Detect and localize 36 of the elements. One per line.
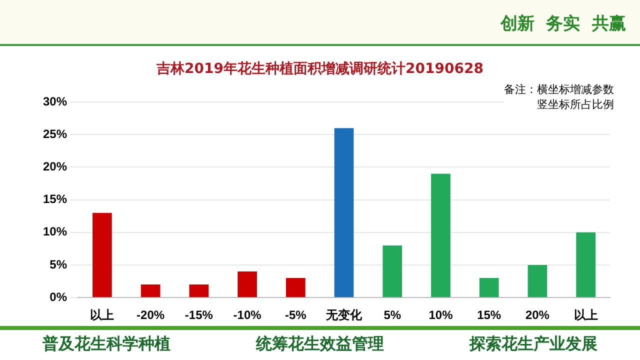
y-tick-label: 20% — [42, 160, 68, 174]
x-tick-label: 15% — [477, 308, 502, 322]
x-tick-label: 以上 — [90, 308, 114, 322]
x-tick-label: -10% — [233, 308, 262, 322]
y-tick-label: 15% — [42, 192, 68, 206]
bar — [382, 245, 402, 298]
text: 普及花生科学种植 — [42, 334, 171, 355]
x-tick-label: 以上 — [574, 308, 598, 322]
bar — [189, 284, 209, 298]
x-tick-label: -5% — [284, 308, 307, 322]
bar — [576, 232, 596, 298]
bar — [528, 265, 548, 298]
bar — [286, 278, 306, 298]
y-tick-label: 10% — [42, 224, 68, 239]
bar — [238, 272, 257, 298]
y-tick-label: 30% — [42, 94, 68, 108]
annotation: 竖坐标所占比例 — [536, 97, 614, 112]
x-tick-label: -20% — [136, 308, 165, 322]
text: 探索花生产业发展 — [469, 334, 598, 355]
bar — [334, 128, 354, 298]
bar — [92, 212, 112, 298]
y-tick-label: 5% — [50, 257, 68, 272]
x-tick-label: 5% — [384, 308, 402, 322]
text: 统筹花生效益管理 — [256, 334, 384, 355]
y-tick-label: 0% — [50, 290, 68, 304]
x-tick-label: 无变化 — [325, 308, 364, 322]
bar — [479, 278, 499, 298]
bar — [140, 284, 160, 298]
chart-title: 吉林2019年花生种植面积增减调研统计20190628 — [156, 60, 484, 78]
x-tick-label: 20% — [525, 308, 550, 322]
x-tick-label: -15% — [184, 308, 214, 322]
bar — [431, 174, 450, 298]
x-tick-label: 10% — [428, 308, 454, 322]
text: 创新 务实 共赢 — [500, 13, 626, 35]
text: 备注：横坐标增减参数 — [504, 82, 614, 97]
y-tick-label: 25% — [42, 126, 68, 141]
